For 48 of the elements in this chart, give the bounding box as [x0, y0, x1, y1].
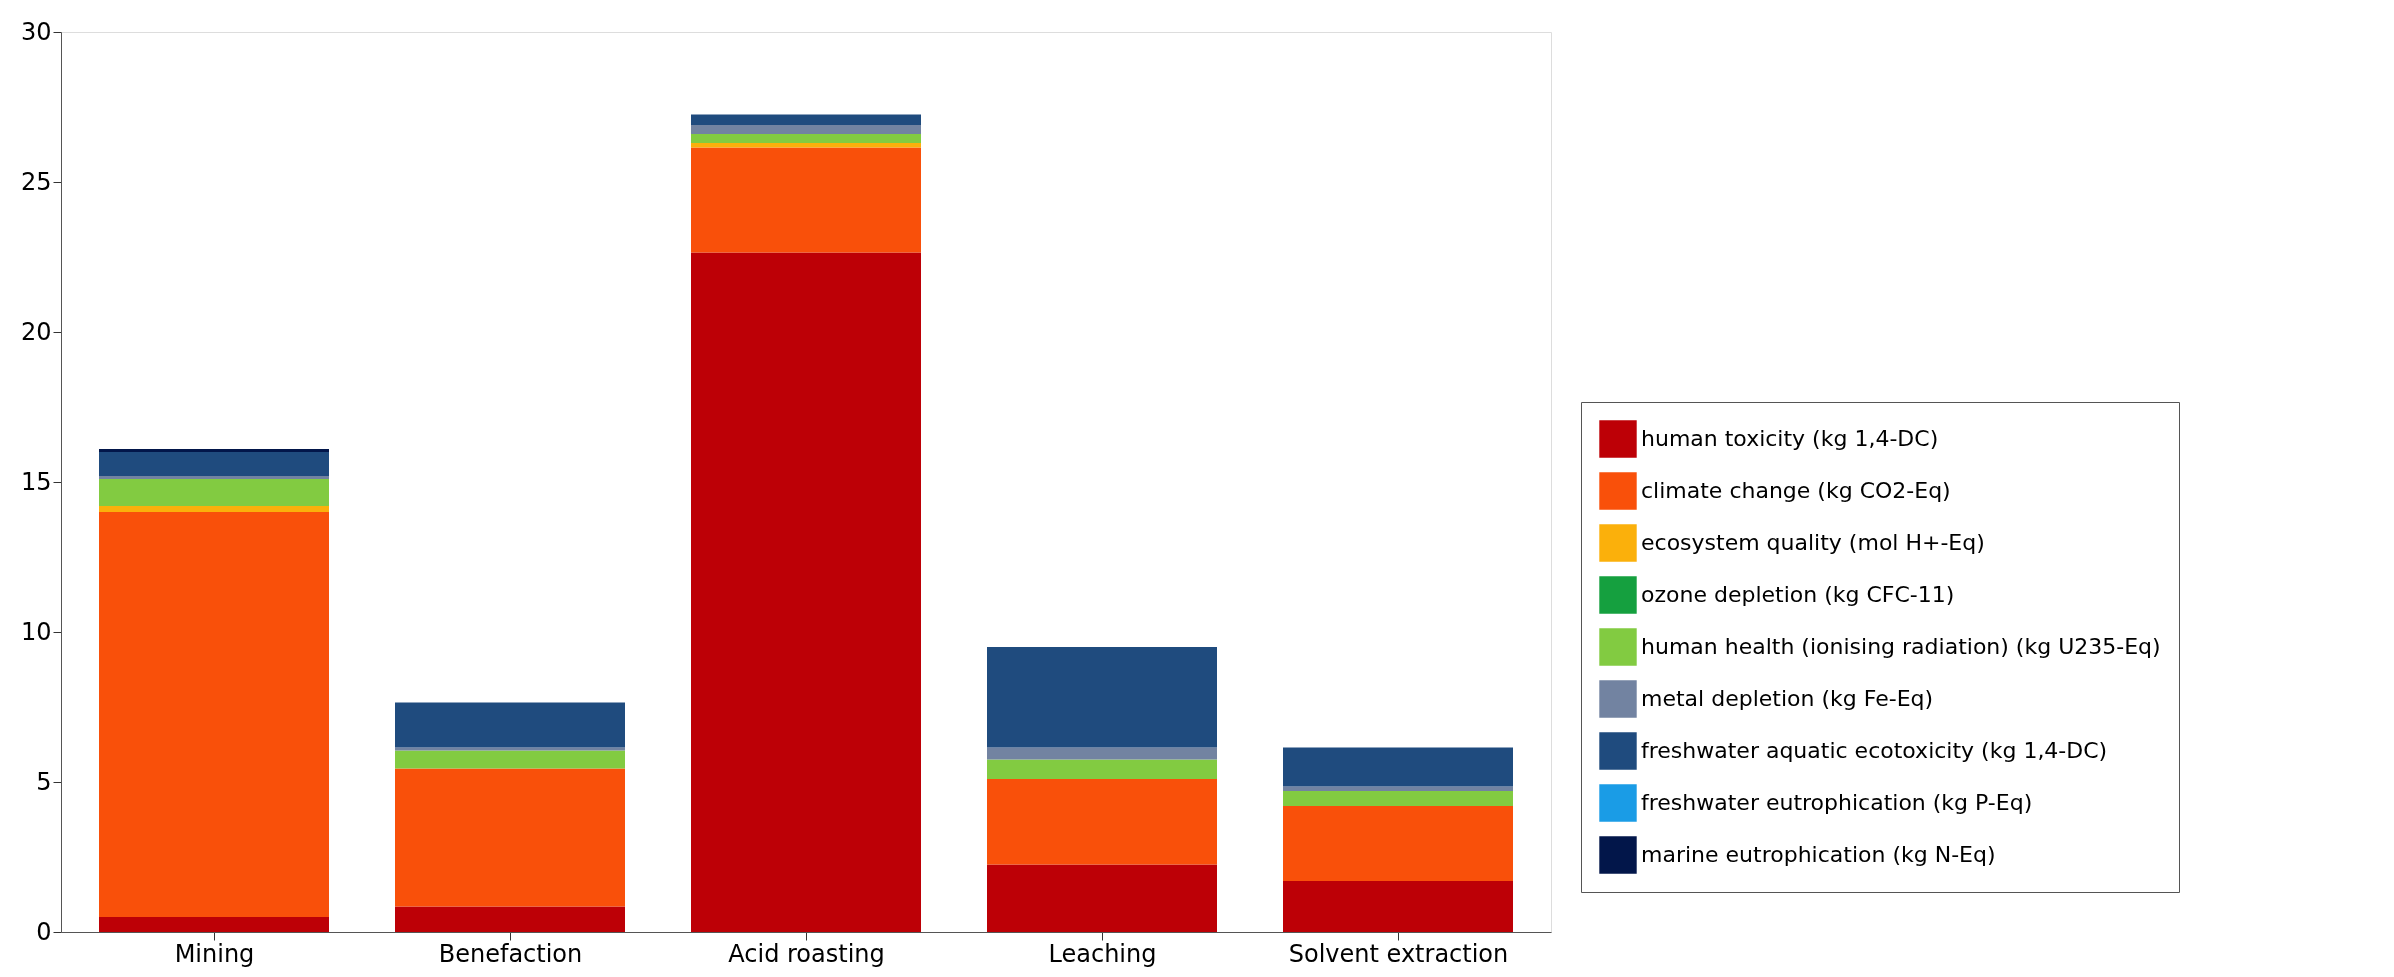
bar	[395, 768, 625, 907]
y-tick-label: 30	[20, 17, 52, 46]
bar	[395, 747, 625, 751]
bar	[691, 134, 921, 143]
bar	[691, 147, 921, 253]
legend-label: ozone depletion (kg CFC-11)	[1641, 582, 1955, 607]
bar	[1283, 791, 1513, 806]
bar	[99, 476, 329, 479]
bar	[691, 125, 921, 134]
bar	[99, 452, 329, 476]
legend-label: freshwater aquatic ecotoxicity (kg 1,4-DC)	[1641, 738, 2108, 763]
bar	[395, 906, 625, 932]
y-tick-label: 10	[20, 617, 52, 646]
legend-label: metal depletion (kg Fe-Eq)	[1641, 686, 1934, 711]
bar	[395, 702, 625, 748]
y-tick-label: 5	[36, 767, 52, 796]
bar	[99, 512, 329, 917]
y-tick-label: 15	[20, 467, 52, 496]
y-tick-label: 20	[20, 317, 52, 346]
bar	[987, 759, 1217, 779]
bar	[99, 449, 329, 452]
bar	[691, 114, 921, 125]
y-tick-label: 25	[20, 167, 52, 196]
bar	[1283, 881, 1513, 932]
x-tick-label: Mining	[174, 939, 255, 968]
bar	[987, 747, 1217, 760]
legend-label: marine eutrophication (kg N-Eq)	[1641, 842, 1996, 867]
bar	[99, 506, 329, 512]
x-tick-label: Benefaction	[438, 939, 583, 968]
legend-label: human health (ionising radiation) (kg U235-Eq)	[1641, 634, 2161, 659]
legend-label: freshwater eutrophication (kg P-Eq)	[1641, 790, 2033, 815]
legend-label: climate change (kg CO2-Eq)	[1641, 478, 1951, 503]
bar	[1283, 747, 1513, 787]
x-tick-label: Leaching	[1048, 939, 1157, 968]
bar	[1283, 806, 1513, 881]
bar	[99, 479, 329, 506]
bar	[395, 750, 625, 769]
legend-label: human toxicity (kg 1,4-DC)	[1641, 426, 1939, 451]
bar	[99, 917, 329, 932]
bar	[691, 252, 921, 932]
bar	[691, 143, 921, 148]
bar	[987, 647, 1217, 748]
y-tick-label: 0	[36, 917, 52, 946]
bar	[987, 864, 1217, 932]
bar	[987, 779, 1217, 865]
legend-label: ecosystem quality (mol H+-Eq)	[1641, 530, 1985, 555]
x-tick-label: Solvent extraction	[1288, 939, 1509, 968]
x-tick-label: Acid roasting	[728, 939, 885, 968]
